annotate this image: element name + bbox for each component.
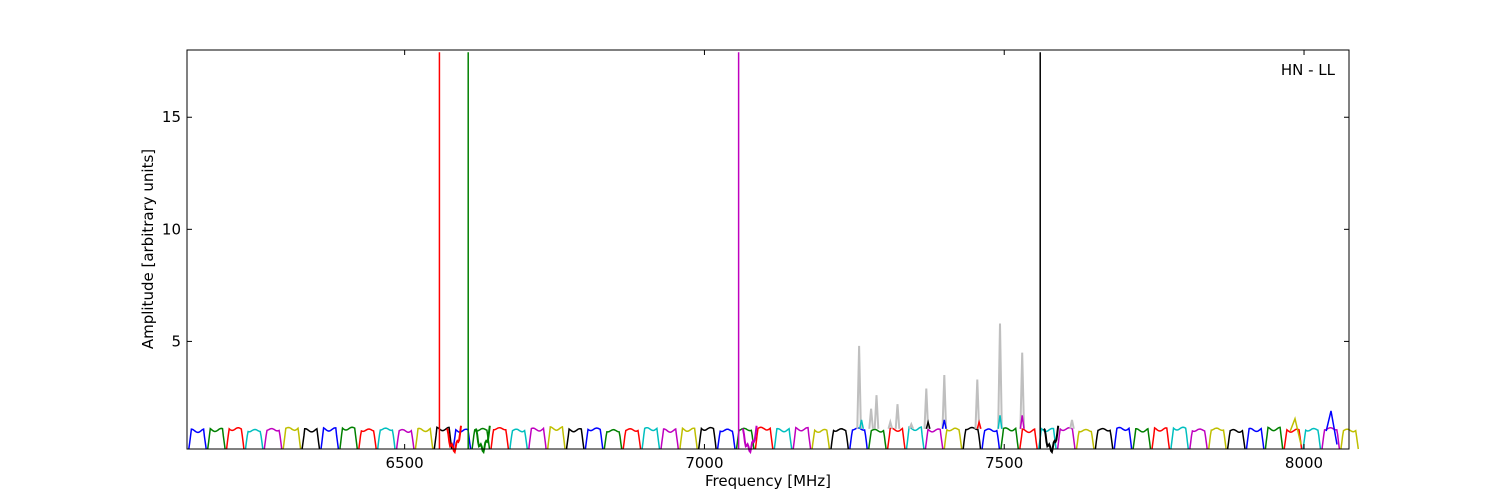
spectral-window: [905, 426, 925, 450]
spectral-window: [1113, 426, 1133, 450]
spectral-window: [395, 428, 415, 450]
spectral-window: [1170, 426, 1190, 450]
spectral-window: [490, 426, 510, 450]
spectral-window: [376, 427, 396, 450]
spectral-window: [188, 427, 207, 450]
spectral-window: [1245, 427, 1265, 450]
spectral-window: [660, 427, 680, 450]
absorption-dip: [1043, 425, 1060, 455]
spectral-window: [943, 427, 963, 450]
chart-annotation: HN - LL: [1281, 61, 1336, 79]
edge-bump: [1325, 410, 1338, 445]
spectral-window: [697, 426, 717, 450]
edge-bump: [1289, 416, 1302, 445]
plot-frame: [186, 49, 1350, 450]
rfi-spike: [974, 379, 981, 429]
spectral-window: [886, 427, 906, 450]
spectral-window: [414, 427, 434, 450]
line-bump: [976, 419, 982, 429]
rfi-spike: [868, 408, 874, 429]
y-tick-label: 5: [171, 332, 181, 350]
axis-ticks: 6500 7000 7500 8000 5 10 15: [162, 50, 1349, 472]
spectral-window: [206, 427, 226, 450]
x-tick-label: 6500: [386, 454, 424, 472]
spectral-window: [773, 427, 793, 450]
spectral-window: [358, 428, 377, 450]
rfi-spike: [997, 323, 1003, 429]
spectral-window: [1340, 428, 1360, 450]
spectral-window: [282, 426, 302, 450]
spectral-window: [320, 426, 340, 450]
spectral-window: [225, 427, 245, 450]
rfi-spike: [894, 404, 901, 429]
spectral-window: [981, 428, 1001, 450]
y-tick-label: 10: [162, 220, 181, 238]
rfi-spike: [1069, 419, 1075, 429]
rfi-spike: [856, 345, 862, 429]
spectral-window: [622, 428, 642, 450]
spectral-window: [1132, 427, 1152, 450]
rfi-spike: [923, 388, 930, 429]
x-tick-label: 7500: [985, 454, 1023, 472]
absorption-dip: [474, 425, 491, 455]
spectral-window: [849, 427, 868, 450]
spectral-window: [603, 428, 623, 450]
rfi-spike: [1019, 352, 1025, 429]
spectral-window: [471, 427, 491, 450]
spectral-window: [1056, 427, 1076, 450]
spectral-window: [1075, 428, 1095, 450]
line-bump: [858, 419, 865, 429]
spectral-window: [1000, 427, 1020, 450]
x-tick-label: 8000: [1285, 454, 1323, 472]
rfi-spike: [908, 421, 915, 430]
spectral-window: [565, 427, 585, 450]
spectral-window: [1321, 426, 1341, 450]
spectral-window: [1151, 426, 1171, 450]
spectral-window: [244, 428, 264, 450]
y-axis-label: Amplitude [arbitrary units]: [139, 149, 157, 349]
spectral-window: [509, 428, 529, 450]
spectral-window: [1037, 427, 1057, 450]
spectral-window: [924, 428, 944, 450]
y-tick-label: 15: [162, 108, 181, 126]
spectral-window: [792, 426, 812, 450]
line-bump: [997, 415, 1003, 429]
spectral-window: [754, 426, 774, 450]
rfi-spike: [887, 418, 894, 430]
line-bump: [925, 419, 931, 429]
spectral-window: [584, 427, 604, 450]
spectral-window: [339, 426, 359, 450]
spectral-window: [263, 427, 283, 450]
plot-area: [188, 52, 1360, 455]
spectral-window: [301, 427, 321, 450]
spectral-window: [1207, 427, 1227, 450]
spectral-window: [546, 425, 566, 450]
spectral-window: [433, 426, 453, 450]
x-tick-label: 7000: [685, 454, 723, 472]
spectral-window: [679, 426, 698, 450]
spectral-window: [1226, 428, 1246, 450]
spectral-window: [1189, 428, 1208, 450]
spectral-window: [811, 428, 831, 450]
spectral-window: [962, 426, 982, 450]
spectral-window: [830, 428, 850, 450]
spectral-window: [528, 426, 547, 450]
line-bump: [1019, 415, 1025, 429]
spectral-window: [1264, 426, 1284, 450]
spectral-window: [735, 427, 755, 450]
spectral-window: [1302, 427, 1322, 450]
spectral-window: [641, 426, 661, 450]
spectral-window: [1094, 427, 1114, 450]
absorption-dip: [445, 425, 462, 455]
absorption-dip: [741, 425, 758, 455]
x-axis-label: Frequency [MHz]: [705, 472, 831, 490]
spectral-window: [867, 428, 887, 450]
spectral-window: [716, 428, 736, 450]
line-bump: [941, 419, 947, 429]
rfi-spike: [941, 374, 948, 429]
spectral-window: [1283, 428, 1303, 450]
spectral-window: [1019, 428, 1038, 450]
rfi-spike: [873, 395, 880, 429]
